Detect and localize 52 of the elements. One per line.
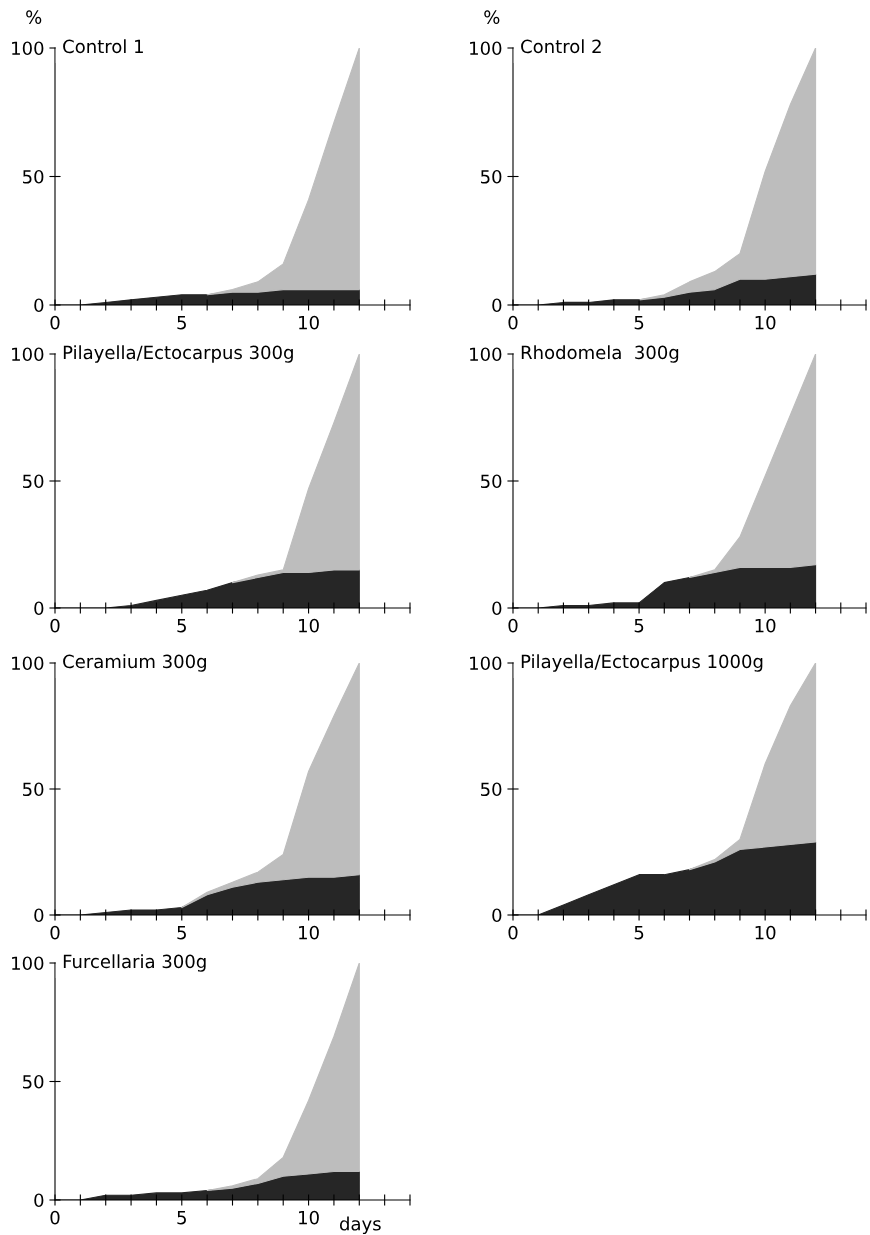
x-tick-label: 5 [177,1210,186,1225]
x-tick-label: 5 [634,925,644,940]
y-tick-label: 0 [492,298,502,313]
x-tick-label: 0 [50,315,60,330]
x-tick-label: 5 [177,315,186,330]
y-tick-label: 0 [34,298,44,313]
chart-title: Furcellaria 300g [63,954,206,972]
x-axis-title: days [339,1216,381,1235]
chart-title: Ceramium 300g [63,654,206,672]
x-tick-label: 10 [299,618,319,633]
x-tick-label: 0 [50,1210,60,1225]
y-tick-label: 100 [470,347,502,362]
x-tick-label: 5 [634,618,644,633]
y-axis-title: % [26,10,42,24]
chart-title: Rhodomela 300g [521,345,679,363]
y-tick-label: 0 [34,908,44,923]
x-tick-label: 10 [755,618,776,633]
y-tick-label: 50 [23,169,44,184]
y-tick-label: 0 [34,1193,44,1208]
chart-title: Control 2 [521,39,601,54]
y-tick-label: 50 [23,1074,44,1089]
x-tick-label: 10 [299,315,319,330]
y-tick-label: 50 [23,474,44,489]
y-tick-label: 100 [12,656,44,671]
x-tick-label: 0 [50,618,60,633]
x-tick-label: 10 [755,925,776,940]
chart-title: Pilayella/Ectocarpus 300g [63,345,293,363]
chart-title: Control 1 [63,39,143,54]
x-tick-label: 10 [299,1210,319,1225]
y-tick-label: 100 [12,956,44,971]
chart-title: Pilayella/Ectocarpus 1000g [521,654,763,672]
x-tick-label: 0 [508,618,518,633]
y-tick-label: 0 [34,601,44,616]
y-tick-label: 50 [481,169,502,184]
y-tick-label: 0 [492,908,502,923]
y-tick-label: 50 [23,782,44,797]
y-tick-label: 100 [12,347,44,362]
y-tick-label: 50 [481,782,502,797]
y-tick-label: 0 [492,601,502,616]
x-tick-label: 5 [177,618,186,633]
x-tick-label: 5 [634,315,644,330]
x-tick-label: 10 [755,315,776,330]
x-tick-label: 0 [50,925,60,940]
x-tick-label: 10 [299,925,319,940]
y-tick-label: 100 [12,41,44,56]
x-tick-label: 5 [177,925,186,940]
x-tick-label: 0 [508,315,518,330]
y-tick-label: 100 [470,41,502,56]
y-axis-title: % [484,10,500,24]
x-tick-label: 0 [508,925,518,940]
y-tick-label: 100 [470,656,502,671]
y-tick-label: 50 [481,474,502,489]
